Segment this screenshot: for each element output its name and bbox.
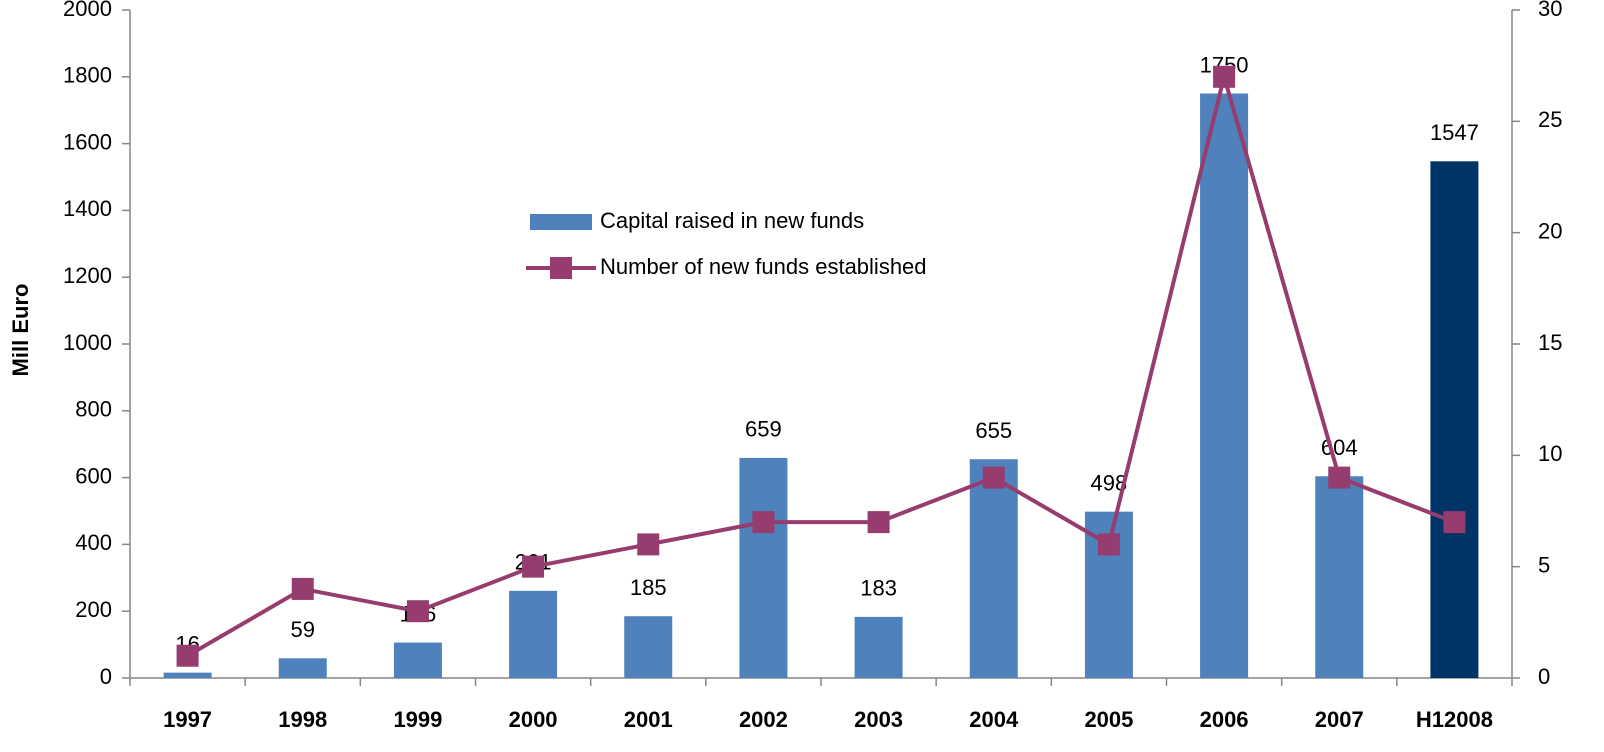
data-label: 655	[975, 418, 1012, 443]
marker	[176, 644, 199, 667]
x-tick-label: 2005	[1084, 707, 1133, 732]
bar	[739, 457, 788, 678]
marker	[752, 511, 775, 534]
x-tick-label: 1998	[278, 707, 327, 732]
x-tick-label: 2004	[969, 707, 1019, 732]
y-tick-label: 600	[75, 463, 112, 488]
y-tick-label: 1600	[63, 129, 112, 154]
x-tick-label: 1997	[163, 707, 212, 732]
y-tick-label: 1000	[63, 330, 112, 355]
bar	[278, 658, 327, 678]
bar	[854, 616, 903, 678]
y-tick-label: 1800	[63, 63, 112, 88]
x-tick-label: 2000	[509, 707, 558, 732]
bar	[1430, 161, 1479, 678]
line	[186, 69, 1456, 658]
x-tick-label: 2007	[1315, 707, 1364, 732]
y-tick-label: 0	[100, 664, 112, 689]
bar	[624, 616, 673, 678]
data-label: 59	[291, 617, 315, 642]
y-axis-title: Mill Euro	[8, 284, 33, 377]
marker	[291, 577, 314, 600]
data-label: 185	[630, 575, 667, 600]
y2-tick-label: 10	[1538, 441, 1562, 466]
legend-swatch	[530, 214, 592, 230]
y2-tick-label: 25	[1538, 107, 1562, 132]
y-tick-label: 2000	[63, 0, 112, 21]
y-tick-label: 800	[75, 397, 112, 422]
y-tick-label: 200	[75, 597, 112, 622]
x-tick-label: H12008	[1416, 707, 1493, 732]
marker	[1443, 511, 1466, 534]
y2-tick-label: 20	[1538, 218, 1562, 243]
x-tick-label: 1999	[393, 707, 442, 732]
bar	[509, 590, 558, 678]
bar	[969, 459, 1018, 678]
y2-tick-label: 5	[1538, 552, 1550, 577]
legend-swatch	[550, 257, 572, 279]
bar	[1200, 93, 1249, 678]
marker	[982, 466, 1005, 489]
marker	[1097, 533, 1120, 556]
data-label: 1547	[1430, 120, 1479, 145]
data-label: 183	[860, 576, 897, 601]
x-tick-label: 2001	[624, 707, 673, 732]
y-tick-label: 1400	[63, 196, 112, 221]
y2-tick-label: 0	[1538, 664, 1550, 689]
data-label: 659	[745, 417, 782, 442]
y-tick-label: 1200	[63, 263, 112, 288]
legend-label: Capital raised in new funds	[600, 208, 864, 233]
marker	[1213, 65, 1236, 88]
y-tick-label: 400	[75, 530, 112, 555]
x-tick-label: 2006	[1200, 707, 1249, 732]
y2-tick-label: 30	[1538, 0, 1562, 21]
y2-tick-label: 15	[1538, 330, 1562, 355]
x-tick-label: 2003	[854, 707, 903, 732]
x-tick-label: 2002	[739, 707, 788, 732]
legend-label: Number of new funds established	[600, 254, 927, 279]
marker	[867, 511, 890, 534]
bar	[1315, 476, 1364, 678]
bar	[163, 672, 212, 678]
marker	[406, 600, 429, 623]
bar	[393, 642, 442, 678]
marker	[1328, 466, 1351, 489]
marker	[637, 533, 660, 556]
marker	[522, 555, 545, 578]
